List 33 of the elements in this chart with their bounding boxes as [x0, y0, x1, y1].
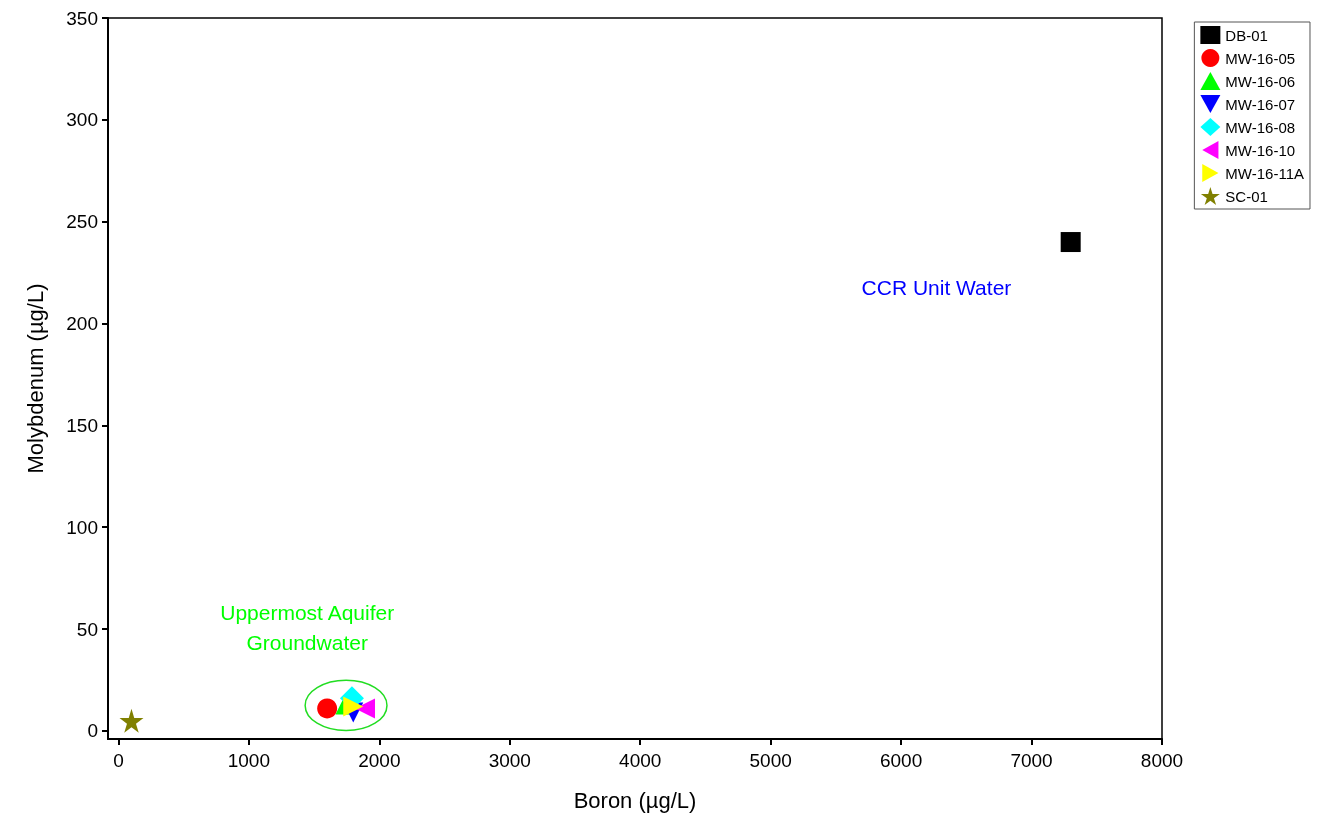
point [317, 698, 338, 719]
x-tick-label: 6000 [879, 750, 923, 771]
y-tick-label: 350 [66, 7, 98, 29]
annotation: Uppermost Aquifer Groundwater [220, 601, 395, 655]
y-tick-label: 250 [66, 211, 98, 233]
legend-label: SC-01 [1225, 187, 1268, 205]
x-tick-label: 2000 [358, 750, 401, 771]
y-tick-label: 100 [66, 516, 98, 538]
y-tick-label: 150 [66, 414, 98, 436]
annotation: CCR Unit Water [861, 276, 1012, 300]
y-tick-label: 50 [76, 618, 98, 640]
x-tick-label: 8000 [1140, 750, 1184, 771]
y-tick-label: 300 [66, 109, 98, 131]
point [1060, 232, 1081, 253]
legend-label: MW-16-06 [1225, 72, 1296, 90]
legend-label: MW-16-07 [1225, 95, 1296, 113]
point [119, 708, 144, 733]
legend-label: MW-16-05 [1225, 49, 1296, 67]
x-tick-label: 5000 [749, 750, 792, 771]
y-axis-title: Molybdenum (µg/L) [22, 283, 48, 474]
x-tick-label: 3000 [488, 750, 531, 771]
x-tick-label: 1000 [227, 750, 271, 771]
y-tick-label: 0 [87, 720, 98, 742]
legend-label: MW-16-11A [1225, 164, 1305, 182]
x-axis-title: Boron (µg/L) [573, 787, 697, 813]
legend-label: MW-16-08 [1225, 118, 1296, 136]
x-tick-label: 0 [113, 750, 124, 771]
legend-label: MW-16-10 [1225, 141, 1296, 159]
x-tick-label: 7000 [1010, 750, 1053, 771]
legend-label: DB-01 [1225, 26, 1268, 44]
x-tick-label: 4000 [619, 750, 662, 771]
point [354, 698, 375, 719]
y-tick-label: 200 [66, 313, 98, 335]
